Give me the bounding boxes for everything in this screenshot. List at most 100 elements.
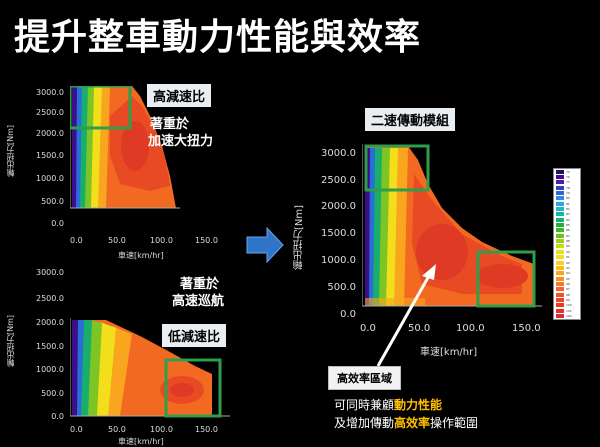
summary-line-2: 及增加傳動高效率操作範圍 — [334, 414, 478, 432]
legend-swatch — [556, 281, 564, 286]
legend-row: 78 — [554, 185, 580, 190]
legend-swatch — [556, 308, 564, 313]
y-tick: 3000.0 — [321, 148, 356, 159]
legend-swatch — [556, 244, 564, 249]
legend-swatch — [556, 276, 564, 281]
y-tick: 2500.0 — [36, 108, 64, 117]
y-tick: 3000.0 — [36, 268, 64, 277]
y-tick: 0.0 — [51, 412, 64, 421]
x-axis-label: 車速[km/hr] — [118, 437, 164, 446]
legend-swatch — [556, 271, 564, 276]
legend-row: 98 — [554, 292, 580, 297]
legend-swatch — [556, 249, 564, 254]
legend-label: 101 — [566, 308, 572, 313]
legend-row: 90 — [554, 249, 580, 254]
pointer-arrow-icon — [376, 264, 436, 367]
y-tick: 2000.0 — [36, 318, 64, 327]
legend-label: 82 — [566, 207, 570, 212]
highlight-box — [70, 86, 132, 130]
legend-row: 101 — [554, 308, 580, 313]
x-tick: 150.0 — [512, 323, 541, 334]
page-title: 提升整車動力性能與效率 — [14, 17, 422, 58]
legend-label: 99 — [566, 297, 570, 302]
legend-swatch — [556, 287, 564, 292]
legend-label: 77 — [566, 180, 570, 185]
legend-label: 98 — [566, 292, 570, 297]
legend-row: 84 — [554, 217, 580, 222]
y-axis-label: 輸出扭力[Nm] — [6, 125, 15, 178]
summary-text: 操作範圍 — [430, 416, 479, 430]
summary-text: 可同時兼顧 — [334, 398, 395, 412]
y-tick: 1500.0 — [36, 151, 64, 160]
legend-swatch — [556, 239, 564, 244]
legend-label: 75 — [566, 169, 570, 174]
legend-label: 94 — [566, 271, 570, 276]
highlight-box-cruise — [476, 250, 536, 308]
x-tick: 100.0 — [456, 323, 485, 334]
legend-label: 92 — [566, 260, 570, 265]
legend-label: 89 — [566, 244, 570, 249]
legend-row: 93 — [554, 265, 580, 270]
legend-label: 85 — [566, 223, 570, 228]
y-tick: 500.0 — [41, 389, 64, 398]
legend-label: 81 — [566, 201, 570, 206]
legend-row: 95 — [554, 276, 580, 281]
legend-swatch — [556, 180, 564, 185]
y-tick: 1000.0 — [36, 174, 64, 183]
y-axis-label: 輸出扭力[Nm] — [6, 315, 15, 368]
legend-row: 100 — [554, 303, 580, 308]
badge-low-ratio: 低減速比 — [162, 324, 227, 347]
badge-high-ratio: 高減速比 — [147, 84, 212, 107]
legend-swatch — [556, 175, 564, 180]
note-low-ratio-1: 著重於 — [180, 277, 220, 292]
legend-row: 75 — [554, 169, 580, 174]
legend-swatch — [556, 228, 564, 233]
legend-row: 96 — [554, 281, 580, 286]
legend-swatch — [556, 233, 564, 238]
legend-row: 89 — [554, 244, 580, 249]
legend-swatch — [556, 265, 564, 270]
legend-swatch — [556, 196, 564, 201]
legend-label: 95 — [566, 276, 570, 281]
legend-row: 85 — [554, 222, 580, 228]
legend-label: 102 — [566, 313, 572, 318]
x-axis-label: 車速[km/hr] — [420, 347, 478, 358]
note-high-ratio-2: 加速大扭力 — [148, 134, 214, 149]
x-tick: 0.0 — [70, 425, 83, 434]
badge-two-speed: 二速傳動模組 — [365, 108, 456, 131]
x-tick: 0.0 — [360, 323, 376, 334]
legend-row: 99 — [554, 297, 580, 302]
summary-text: 及增加傳動 — [334, 416, 395, 430]
y-tick: 1500.0 — [321, 228, 356, 239]
y-tick: 2000.0 — [36, 129, 64, 138]
legend-label: 80 — [566, 196, 570, 201]
legend-swatch — [556, 212, 564, 217]
y-tick: 2500.0 — [36, 294, 64, 303]
efficiency-map-low-ratio — [70, 318, 230, 420]
y-tick: 1000.0 — [36, 365, 64, 374]
legend-row: 77 — [554, 180, 580, 185]
color-legend: 75 76 77 78 79 80 81 82 83 84 85 86 87 88 89 90 91 92 93 94… — [553, 168, 581, 320]
legend-swatch — [556, 223, 564, 228]
x-tick: 100.0 — [150, 425, 173, 434]
summary-note: 可同時兼顧動力性能 及增加傳動高效率操作範圍 — [334, 396, 478, 432]
x-tick: 100.0 — [150, 236, 173, 245]
legend-label: 83 — [566, 212, 570, 217]
efficiency-map-high-ratio — [70, 86, 180, 226]
legend-swatch — [556, 207, 564, 212]
legend-label: 76 — [566, 175, 570, 180]
legend-label: 88 — [566, 239, 570, 244]
legend-label: 78 — [566, 185, 570, 190]
x-axis-label: 車速[km/hr] — [118, 251, 164, 260]
y-tick: 500.0 — [327, 282, 356, 293]
legend-row: 88 — [554, 238, 580, 244]
callout-high-efficiency: 高效率區域 — [328, 366, 401, 390]
x-tick: 150.0 — [195, 236, 218, 245]
legend-row: 102 — [554, 313, 580, 318]
y-tick: 3000.0 — [36, 88, 64, 97]
legend-swatch — [556, 191, 564, 196]
summary-line-1: 可同時兼顧動力性能 — [334, 396, 478, 414]
legend-swatch — [556, 169, 564, 174]
legend-row: 86 — [554, 228, 580, 233]
y-tick: 0.0 — [51, 219, 64, 228]
